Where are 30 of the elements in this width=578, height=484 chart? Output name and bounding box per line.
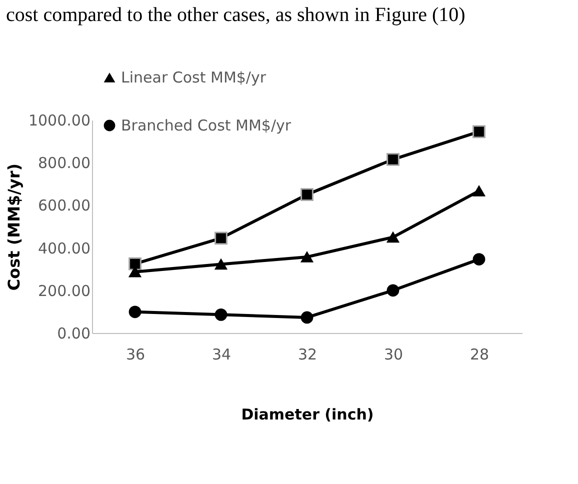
point: [472, 253, 486, 266]
x-tick-label: 28: [470, 346, 490, 364]
point: [128, 306, 142, 318]
point: [214, 232, 228, 245]
y-tick-label: 600.00: [38, 196, 90, 215]
point: [472, 185, 486, 196]
point: [472, 125, 486, 138]
point: [214, 258, 228, 270]
x-tick-label: 30: [384, 346, 404, 364]
point: [300, 252, 314, 262]
y-tick-label: 200.00: [38, 282, 90, 300]
y-tick-label: 400.00: [38, 239, 90, 258]
x-tick-label: 34: [212, 346, 232, 364]
point: [300, 188, 314, 201]
point: [128, 257, 142, 270]
x-tick-label: 32: [298, 346, 318, 364]
y-tick-label: 1000.00: [28, 112, 90, 130]
point: [386, 232, 400, 243]
point: [386, 152, 400, 166]
point: [386, 284, 400, 297]
y-tick-label: 0.00: [57, 324, 90, 342]
x-tick-label: 36: [126, 346, 146, 364]
text: cost compared to the other cases, as shown in Figure (10): [6, 4, 466, 26]
legend-label: Branched Cost MM$/yr: [121, 116, 292, 134]
legend-label: Linear Cost MM$/yr: [121, 68, 267, 86]
x-axis-title: Diameter (inch): [241, 406, 374, 424]
y-axis-title: Cost (MM$/yr): [4, 163, 24, 291]
point: [214, 308, 228, 321]
y-tick-label: 800.00: [38, 154, 90, 172]
point: [300, 311, 314, 324]
